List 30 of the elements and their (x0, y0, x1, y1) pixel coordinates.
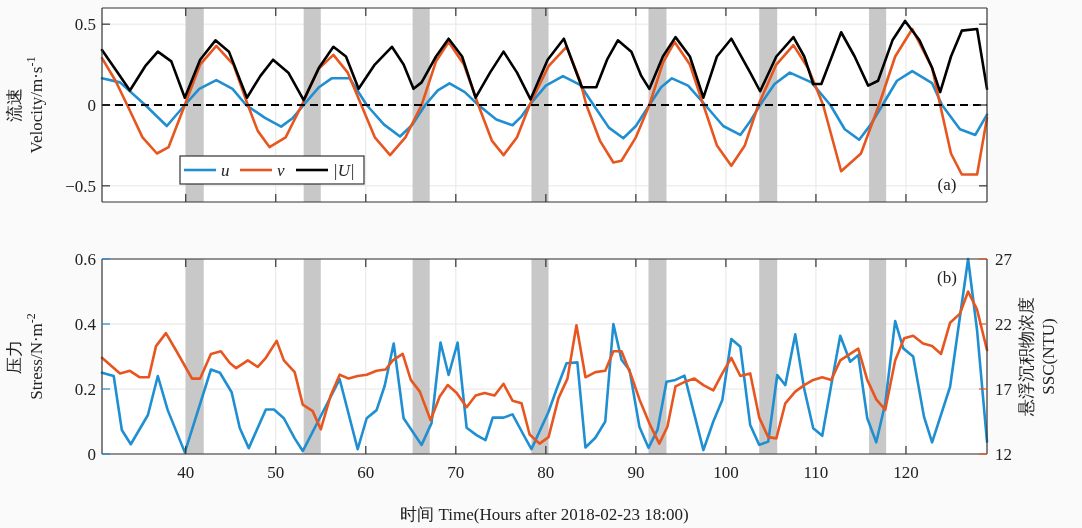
x-tick-label: 40 (177, 463, 195, 482)
line-series (100, 19, 989, 102)
y-tick-label: 0.6 (74, 250, 96, 269)
legend-label: u (221, 161, 230, 180)
y-tick-label: 0.5 (74, 15, 96, 35)
legend-label: |U| (333, 161, 355, 180)
y2-axis-title: 悬浮沉积物浓度 SSC(NTU) (1017, 297, 1058, 417)
x-axis-title: 时间 Time(Hours after 2018-02-23 18:00) (400, 505, 689, 524)
annotation: (b) (937, 268, 957, 287)
x-tick-label: 120 (893, 463, 919, 482)
x-tick-label: 90 (627, 463, 645, 482)
line-series (100, 257, 989, 454)
x-tick-label: 70 (447, 463, 465, 482)
x-tick-label: 80 (537, 463, 555, 482)
x-tick-label: 60 (357, 463, 375, 482)
y-tick-label: 0 (87, 445, 96, 464)
x-tick-label: 50 (267, 463, 285, 482)
line-series (100, 290, 989, 445)
y-tick-label: 0.2 (74, 380, 96, 399)
y2-tick-label: 22 (995, 315, 1012, 334)
y2-tick-label: 27 (995, 250, 1013, 269)
x-tick-label: 110 (803, 463, 829, 482)
y2-tick-label: 12 (995, 445, 1012, 464)
y-tick-label: −0.5 (65, 176, 96, 196)
x-tick-label: 100 (713, 463, 739, 482)
annotation: (a) (937, 175, 957, 194)
legend-label: v (277, 161, 285, 180)
y-tick-label: 0.4 (74, 315, 97, 334)
y2-tick-label: 17 (995, 380, 1013, 399)
y-tick-label: 0 (87, 96, 96, 115)
